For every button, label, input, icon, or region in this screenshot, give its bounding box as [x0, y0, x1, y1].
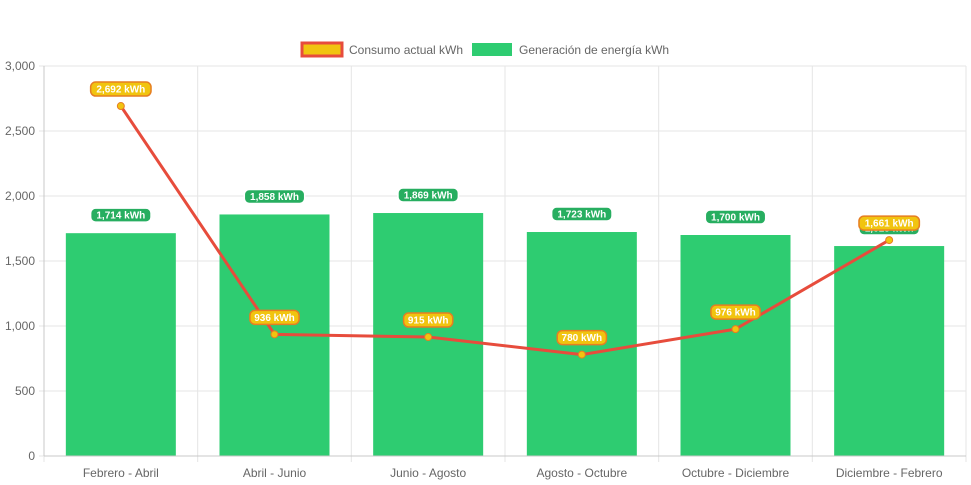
bar-data-label: 1,700 kWh	[704, 209, 767, 225]
y-tick-label: 2,500	[5, 124, 35, 138]
axes: 0 500 1,000 1,500 2,000 2,500 3,000 Febrero - A…	[5, 59, 966, 480]
line-data-label-text: 780 kWh	[562, 333, 603, 344]
line-data-label-bg	[89, 81, 152, 97]
legend: Consumo actual kWh Generación de energía…	[300, 41, 669, 58]
legend-swatch-consumo	[300, 41, 344, 58]
line-data-label-bg	[710, 304, 761, 320]
bar-data-label: 1,858 kWh	[243, 188, 306, 205]
legend-label-generacion: Generación de energía kWh	[519, 43, 669, 57]
line-data-label-bg	[249, 309, 300, 326]
y-tick-label: 1,000	[5, 319, 35, 333]
line-data-label: 936 kWh	[249, 309, 300, 326]
bar-data-label: 1,723 kWh	[550, 206, 613, 222]
line-data-label-text: 915 kWh	[408, 316, 449, 327]
x-tick-label: Febrero - Abril	[83, 466, 159, 480]
y-tick-label: 3,000	[5, 59, 35, 73]
line-point-consumo[interactable]	[577, 350, 586, 359]
x-tick-label: Diciembre - Febrero	[836, 466, 943, 480]
bar-data-label-text: 1,714 kWh	[96, 211, 145, 222]
bar-data-label: 1,869 kWh	[397, 187, 460, 203]
bar-data-label: 1,714 kWh	[89, 207, 152, 223]
line-data-label-bg	[402, 312, 454, 328]
line-consumo[interactable]	[119, 105, 890, 357]
x-tick-label: Agosto - Octubre	[536, 466, 627, 480]
y-tick-label: 500	[15, 384, 35, 398]
data-labels: 1,714 kWh 1,858 kWh 1,869 kWh 1,723 kWh 1,70…	[89, 81, 921, 346]
bar-generacion[interactable]	[834, 246, 945, 456]
y-tick-label: 2,000	[5, 189, 35, 203]
line-point-consumo[interactable]	[116, 102, 125, 111]
line-point-consumo[interactable]	[885, 236, 894, 245]
line-data-label: 780 kWh	[556, 329, 608, 346]
line-series	[116, 102, 894, 359]
line-data-label-text: 2,692 kWh	[96, 85, 145, 96]
bar-generacion[interactable]	[680, 235, 791, 456]
bar-data-label-text: 1,858 kWh	[250, 192, 299, 203]
y-tick-label: 1,500	[5, 254, 35, 268]
legend-label-consumo: Consumo actual kWh	[349, 43, 463, 57]
bar-data-label-text: 1,723 kWh	[557, 210, 606, 221]
bar-data-label-bg	[704, 209, 767, 225]
bar-data-label-bg	[397, 187, 460, 203]
bar-data-label-text: 1,869 kWh	[404, 191, 453, 202]
bar-data-label-bg	[550, 206, 613, 222]
y-tick-label: 0	[28, 449, 35, 463]
bar-generacion[interactable]	[65, 233, 176, 456]
x-tick-label: Junio - Agosto	[390, 466, 466, 480]
x-tick-label: Abril - Junio	[243, 466, 307, 480]
legend-item-generacion[interactable]: Generación de energía kWh	[472, 43, 669, 57]
line-data-label-text: 1,661 kWh	[865, 219, 914, 230]
bar-data-label-bg	[243, 188, 306, 205]
bar-data-label-bg	[89, 207, 152, 223]
line-data-label-text: 936 kWh	[254, 313, 295, 324]
legend-swatch-generacion	[472, 43, 512, 56]
legend-item-consumo[interactable]: Consumo actual kWh	[300, 41, 463, 58]
line-point-consumo[interactable]	[270, 330, 279, 339]
line-data-label-bg	[858, 215, 921, 231]
line-data-label: 1,661 kWh	[858, 215, 921, 231]
bar-data-label-text: 1,700 kWh	[711, 213, 760, 224]
grid	[39, 65, 967, 462]
line-data-label-bg	[556, 329, 608, 346]
line-data-label-text: 976 kWh	[715, 308, 756, 319]
line-data-label: 915 kWh	[402, 312, 454, 328]
line-point-consumo[interactable]	[731, 325, 740, 334]
x-tick-label: Octubre - Diciembre	[682, 466, 790, 480]
line-data-label: 976 kWh	[710, 304, 761, 320]
line-point-consumo[interactable]	[424, 333, 433, 342]
line-data-label: 2,692 kWh	[89, 81, 152, 97]
